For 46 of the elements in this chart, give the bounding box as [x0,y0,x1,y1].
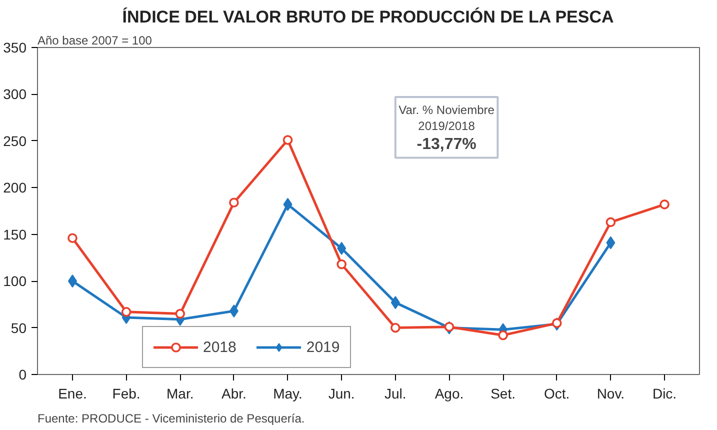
y-tick-label: 200 [3,180,27,196]
point [175,308,186,319]
legend-label: 2019 [306,338,340,356]
y-tick-label: 0 [18,366,27,382]
x-tick-label: May. [273,386,302,402]
x-tick-label: Ago. [434,386,464,402]
x-tick-label: Nov. [596,386,625,402]
point [552,318,562,328]
x-tick-label: Feb. [112,386,140,402]
point [336,259,346,270]
x-tick-label: Jun. [328,386,355,402]
x-tick-label: Set. [490,386,516,402]
annotation: 2019/2018 [418,118,476,133]
x-tick-label: Dic. [652,386,677,402]
point [68,233,78,243]
point [282,135,293,145]
point [229,304,238,318]
x-tick-label: Ene. [58,386,87,402]
y-tick-label: 100 [3,273,27,290]
x-tick-label: Jul. [384,386,406,402]
point [390,322,400,333]
point [337,242,346,255]
point [390,296,400,310]
point [121,307,132,317]
y-tick-label: 350 [3,40,27,56]
point [498,330,508,340]
chart-title: ÍNDICE DEL VALOR BRUTO DE PRODUCCIÓN DE LA PESCA [122,6,614,26]
point [444,322,454,332]
source-note: Fuente: PRODUCE - Viceministerio de Pesquería. [38,412,305,426]
point [606,217,616,228]
point [283,198,292,211]
point [660,200,670,210]
point [606,236,616,250]
y-tick-label: 250 [3,132,27,149]
x-tick-label: Oct. [544,386,570,402]
y-tick-label: 150 [3,226,27,242]
y-tick-label: 50 [10,320,27,336]
annotation: -13,77% [416,136,476,154]
point [68,274,77,288]
annotation: Año base 2007 = 100 [38,34,152,48]
x-tick-label: Mar. [166,386,194,402]
y-tick-label: 300 [3,86,27,102]
annotation: Var. % Noviembre [398,103,495,118]
legend-label: 2018 [203,338,236,356]
point [229,198,239,208]
x-tick-label: Abr. [221,386,246,402]
